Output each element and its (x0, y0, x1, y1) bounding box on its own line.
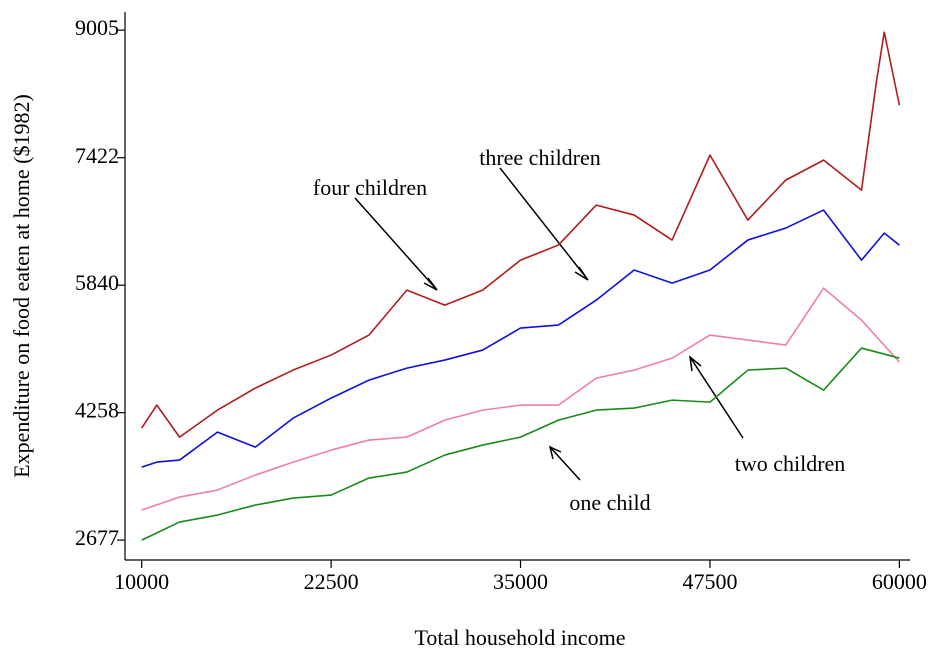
line-series (141, 287, 900, 511)
x-tick-label: 22500 (304, 569, 359, 594)
x-tick-label: 47500 (682, 569, 737, 594)
y-tick-label: 4258 (75, 398, 119, 423)
y-tick-label: 7422 (75, 143, 119, 168)
y-tick-label: 2677 (75, 525, 119, 550)
x-tick-label: 60000 (872, 569, 927, 594)
line-series (141, 347, 900, 541)
annotation: three children (479, 145, 601, 170)
arrow (499, 167, 589, 281)
arrows (354, 167, 744, 481)
annotation: two children (735, 451, 846, 476)
arrow (548, 445, 581, 481)
x-tick-label: 10000 (114, 569, 169, 594)
y-axis-label: Expenditure on food eaten at home ($1982… (9, 94, 34, 478)
line-series (141, 31, 901, 438)
x-tick-label: 35000 (493, 569, 548, 594)
y-tick-label: 5840 (75, 270, 119, 295)
annotation: one child (569, 490, 650, 515)
annotation: four children (313, 175, 427, 200)
line-series (141, 209, 900, 468)
x-axis-label: Total household income (414, 625, 625, 650)
arrow (354, 197, 438, 291)
y-tick-label: 9005 (75, 15, 119, 40)
